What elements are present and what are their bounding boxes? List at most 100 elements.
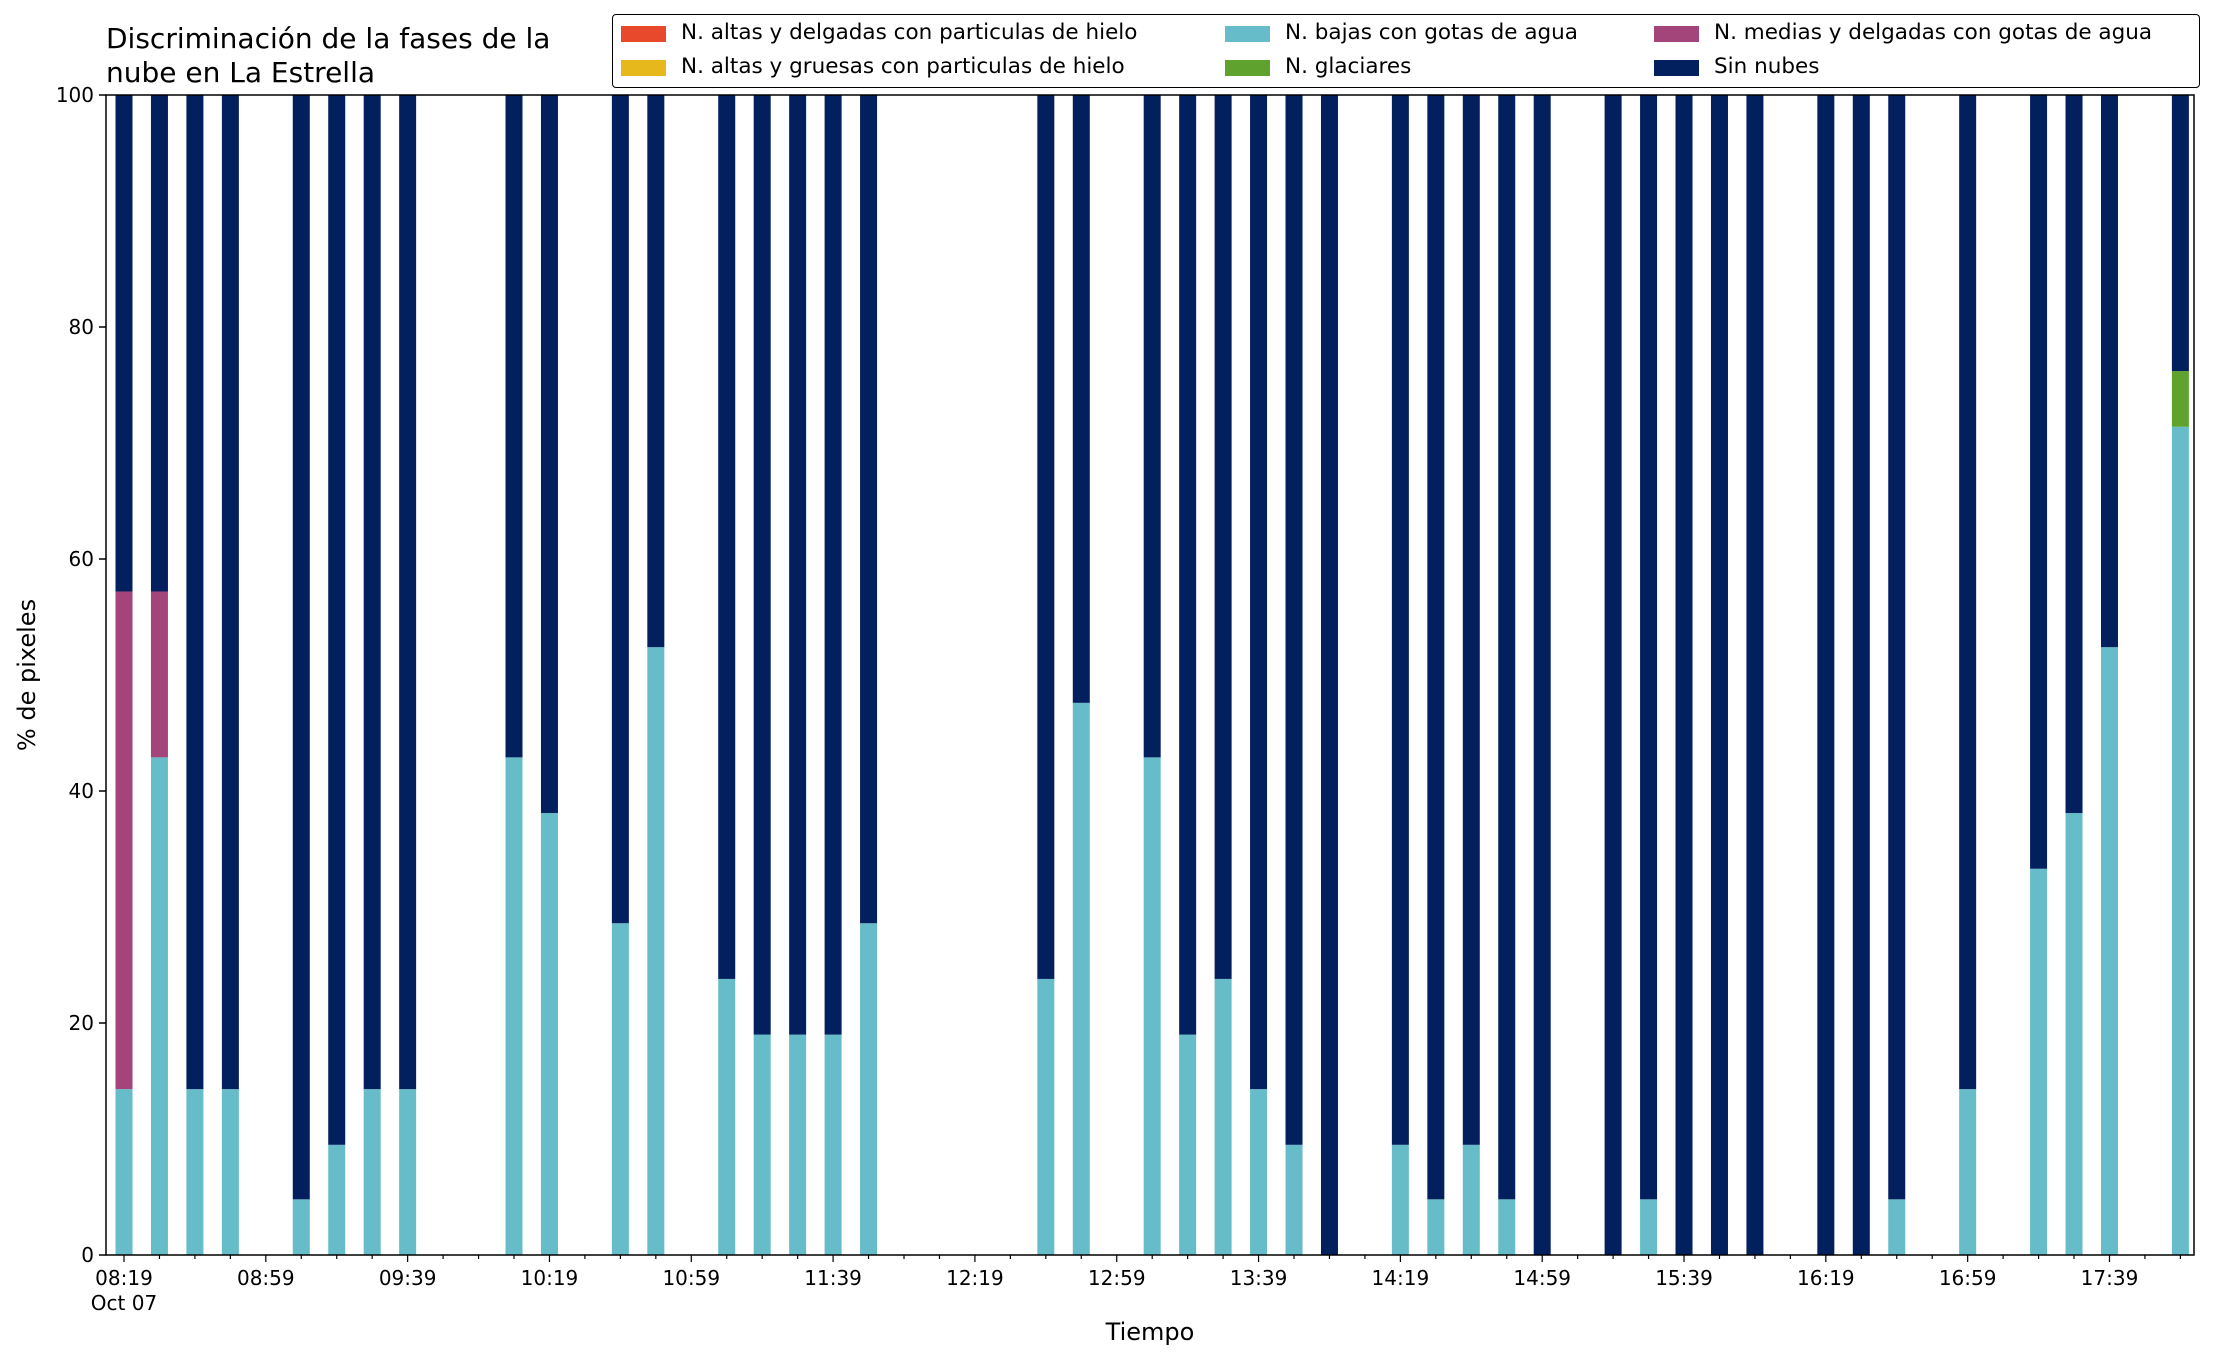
y-tick-label: 60 (69, 547, 94, 571)
bar-segment (860, 95, 878, 924)
bar-segment (1746, 95, 1764, 1255)
bar-segment (1214, 95, 1232, 979)
bar-segment (2100, 647, 2118, 1255)
y-axis-label: % de pixeles (13, 599, 41, 751)
bar-segment (1320, 95, 1338, 1255)
bar-segment (363, 1089, 381, 1255)
bar-segment (1391, 95, 1409, 1145)
x-tick-label: 13:39 (1230, 1266, 1288, 1290)
bar-segment (1285, 95, 1303, 1145)
bar-segment (1427, 1199, 1445, 1255)
bar-segment (2065, 95, 2083, 814)
bar-segment (1462, 1144, 1480, 1255)
bar-segment (1959, 1089, 1977, 1255)
chart-title-line-1: Discriminación de la fases de la (106, 22, 551, 55)
bar-segment (824, 95, 842, 1035)
x-tick-label: 08:19 (95, 1266, 153, 1290)
x-tick-label: 12:19 (946, 1266, 1004, 1290)
y-tick-label: 20 (69, 1011, 94, 1035)
x-tick-label: 17:39 (2081, 1266, 2139, 1290)
x-tick-label: 09:39 (379, 1266, 437, 1290)
y-tick-label: 80 (69, 315, 94, 339)
legend: N. altas y delgadas con particulas de hi… (612, 14, 2200, 88)
chart-title: Discriminación de la fases de la nube en… (106, 22, 550, 90)
bar-segment (611, 95, 629, 924)
bar-segment (789, 1034, 807, 1255)
y-tick-label: 100 (56, 83, 94, 107)
legend-label: N. bajas con gotas de agua (1285, 20, 1578, 45)
bar-segment (399, 1089, 417, 1255)
bar-segment (150, 591, 168, 758)
bar-segment (1498, 1199, 1516, 1255)
bar-segment (186, 1089, 204, 1255)
bar-segment (1214, 978, 1232, 1255)
x-tick-label: 12:59 (1088, 1266, 1146, 1290)
chart-title-line-2: nube en La Estrella (106, 56, 376, 89)
x-tick-label: 14:59 (1513, 1266, 1571, 1290)
bar-segment (292, 95, 310, 1200)
x-tick-label: 08:59 (237, 1266, 295, 1290)
bar-segment (1888, 95, 1906, 1200)
bar-segment (1250, 95, 1268, 1090)
bar-segment (2100, 95, 2118, 648)
legend-swatch (1225, 26, 1270, 42)
bar-segment (186, 95, 204, 1090)
legend-swatch (1654, 26, 1699, 42)
legend-swatch (621, 60, 666, 76)
x-tick-label: 15:39 (1655, 1266, 1713, 1290)
bar-segment (1604, 95, 1622, 1255)
bar-segment (1817, 95, 1835, 1255)
bar-segment (647, 95, 665, 648)
bar-segment (2065, 813, 2083, 1255)
bar-segment (2171, 95, 2189, 372)
bar-segment (824, 1034, 842, 1255)
bar-segment (1959, 95, 1977, 1090)
bar-segment (1072, 95, 1090, 703)
x-tick-label: 10:19 (521, 1266, 579, 1290)
bar-segment (1888, 1199, 1906, 1255)
bar-segment (1143, 95, 1161, 758)
bar-segment (115, 1089, 133, 1255)
legend-swatch (621, 26, 666, 42)
bar-segment (2030, 95, 2048, 869)
bar-segment (363, 95, 381, 1090)
plot-frame (105, 94, 2195, 1256)
bar-segment (115, 95, 133, 592)
bar-segment (1852, 95, 1870, 1255)
x-axis-label: Tiempo (1105, 1318, 1195, 1346)
bar-segment (115, 591, 133, 1090)
bar-segment (399, 95, 417, 1090)
bar-stacks (115, 95, 2189, 1255)
bar-segment (540, 95, 558, 814)
bar-segment (221, 95, 239, 1090)
y-axis: 0 20 40 60 80 100 (56, 83, 106, 1267)
y-tick-label: 0 (81, 1243, 94, 1267)
bar-segment (150, 95, 168, 592)
bar-segment (718, 978, 736, 1255)
bar-segment (789, 95, 807, 1035)
bar-segment (1427, 95, 1445, 1200)
legend-label: Sin nubes (1714, 54, 1820, 79)
bar-segment (1675, 95, 1693, 1255)
bar-segment (1710, 95, 1728, 1255)
bar-segment (2030, 868, 2048, 1255)
bar-segment (2171, 426, 2189, 1255)
bar-segment (2171, 371, 2189, 427)
bar-segment (1037, 978, 1055, 1255)
bar-segment (221, 1089, 239, 1255)
bar-segment (328, 95, 346, 1145)
bar-segment (1391, 1144, 1409, 1255)
bar-segment (505, 757, 523, 1255)
bar-segment (718, 95, 736, 979)
x-date-label: Oct 07 (91, 1291, 157, 1315)
bar-segment (647, 647, 665, 1255)
bar-segment (1640, 95, 1658, 1200)
bar-segment (1640, 1199, 1658, 1255)
bar-segment (1179, 1034, 1197, 1255)
bar-segment (540, 813, 558, 1255)
bar-segment (1462, 95, 1480, 1145)
legend-swatch (1654, 60, 1699, 76)
x-tick-label: 10:59 (662, 1266, 720, 1290)
bar-segment (150, 757, 168, 1255)
